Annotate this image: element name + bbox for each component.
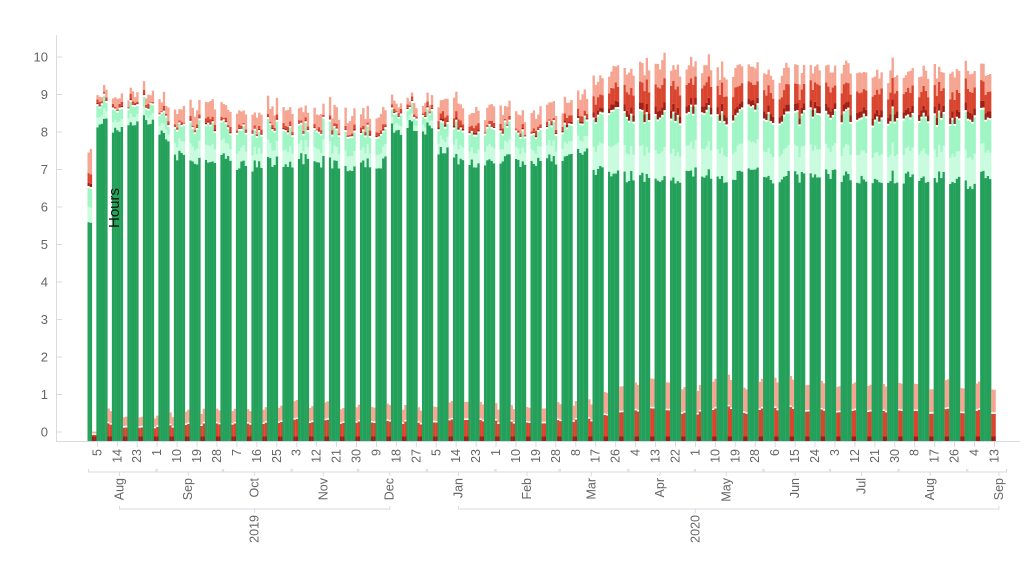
y-tick-label: 2: [41, 350, 48, 365]
y-tick-label: 4: [41, 275, 48, 290]
x-day-tick-label: 4: [968, 449, 982, 456]
x-day-tick-label: 5: [429, 449, 443, 456]
x-day-tick-label: 19: [529, 449, 543, 463]
x-day-tick-label: 1: [489, 449, 503, 456]
x-day-tick-label: 13: [649, 449, 663, 463]
x-day-tick-label: 10: [509, 449, 523, 463]
x-month-label: Dec: [383, 478, 397, 500]
x-day-tick-label: 26: [948, 449, 962, 463]
x-month-label: Nov: [316, 477, 330, 500]
x-day-tick-label: 17: [928, 449, 942, 463]
bars: [87, 52, 996, 441]
x-month-label: Oct: [248, 477, 262, 497]
y-tick-label: 3: [41, 312, 48, 327]
y-tick-label: 6: [41, 200, 48, 215]
x-day-tick-label: 3: [290, 449, 304, 456]
x-day-tick-label: 23: [130, 449, 144, 463]
y-axis-title: Hours: [106, 187, 123, 228]
x-day-tick-label: 23: [469, 449, 483, 463]
x-day-tick-label: 9: [369, 449, 383, 456]
x-day-tick-label: 10: [170, 449, 184, 463]
x-day-tick-label: 1: [150, 449, 164, 456]
x-day-tick-label: 30: [888, 449, 902, 463]
x-year-label: 2020: [688, 515, 702, 543]
x-day-tick-label: 30: [350, 449, 364, 463]
x-day-tick-label: 26: [609, 449, 623, 463]
x-month-label: Mar: [584, 478, 598, 500]
x-day-tick-label: 19: [728, 449, 742, 463]
x-day-tick-label: 3: [828, 449, 842, 456]
x-month-label: Jun: [788, 478, 802, 498]
x-day-tick-label: 6: [768, 449, 782, 456]
x-day-tick-label: 27: [409, 449, 423, 463]
x-day-tick-label: 28: [549, 449, 563, 463]
x-day-tick-label: 21: [330, 449, 344, 463]
y-tick-label: 7: [41, 162, 48, 177]
x-year-label: 2019: [248, 515, 262, 543]
x-day-tick-label: 18: [389, 449, 403, 463]
x-month-label: Sep: [181, 478, 195, 500]
x-day-tick-label: 25: [270, 449, 284, 463]
x-day-tick-label: 12: [310, 449, 324, 463]
x-month-label: Jul: [855, 478, 869, 494]
x-day-tick-label: 13: [987, 449, 1001, 463]
x-day-tick-label: 28: [748, 449, 762, 463]
x-day-tick-label: 28: [210, 449, 224, 463]
x-month-label: Aug: [923, 478, 937, 500]
x-month-label: Sep: [992, 478, 1006, 500]
x-day-tick-label: 5: [90, 449, 104, 456]
x-day-tick-label: 1: [688, 449, 702, 456]
x-month-label: Jan: [451, 478, 465, 498]
y-tick-label: 8: [41, 125, 48, 140]
x-day-tick-label: 24: [808, 449, 822, 463]
y-tick-label: 5: [41, 237, 48, 252]
x-day-tick-label: 16: [250, 449, 264, 463]
x-day-tick-label: 15: [788, 449, 802, 463]
x-day-tick-label: 7: [230, 449, 244, 456]
x-day-tick-label: 22: [668, 449, 682, 463]
x-day-tick-label: 19: [190, 449, 204, 463]
x-month-label: Aug: [113, 478, 127, 500]
x-day-tick-label: 12: [848, 449, 862, 463]
x-month-label: Apr: [653, 478, 667, 497]
x-day-tick-label: 8: [569, 449, 583, 456]
x-day-tick-label: 17: [589, 449, 603, 463]
x-day-tick-label: 4: [629, 449, 643, 456]
x-month-label: Feb: [520, 478, 534, 500]
y-tick-label: 0: [41, 425, 48, 440]
y-tick-label: 9: [41, 87, 48, 102]
y-tick-label: 1: [41, 387, 48, 402]
x-day-tick-label: 8: [908, 449, 922, 456]
x-day-tick-label: 21: [868, 449, 882, 463]
x-month-label: May: [719, 477, 733, 501]
x-day-tick-label: 14: [449, 449, 463, 463]
x-day-tick-label: 14: [110, 449, 124, 463]
x-axis: 5 14 23 1 10 19 28 7 16 25 3 12 21 30 9 18 27 5 14 23 1 10 19 2…: [88, 441, 1008, 543]
x-day-tick-label: 10: [708, 449, 722, 463]
y-tick-label: 10: [34, 50, 48, 65]
